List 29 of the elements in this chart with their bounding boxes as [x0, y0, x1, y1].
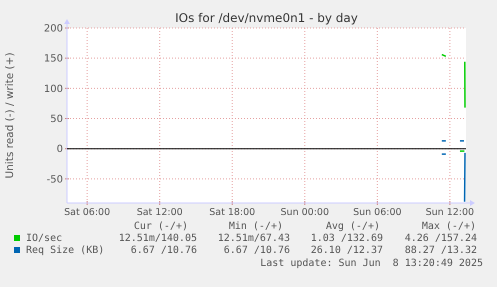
text: 26.10 /12.37: [310, 245, 383, 256]
y-tick-label: 50: [50, 114, 63, 126]
legend-label: IO/sec: [26, 233, 62, 244]
y-tick-label: 150: [44, 54, 63, 65]
legend-label: Req Size (KB): [26, 245, 104, 256]
text: Min (-/+): [228, 221, 283, 232]
text: Last update: Sun Jun 8 13:20:49 2025: [260, 258, 483, 269]
y-tick-label: -50: [46, 174, 63, 186]
x-tick-label: Sun 00:00: [280, 207, 330, 218]
chart-title: IOs for /dev/nvme0n1 - by day: [175, 11, 358, 25]
y-tick-label: 200: [44, 24, 63, 34]
x-tick-label: Sat 12:00: [136, 207, 183, 218]
x-tick-label: Sat 18:00: [209, 207, 256, 218]
text: Max (-/+): [422, 221, 476, 232]
y-axis-title: Units read (-) / write (+): [4, 52, 16, 179]
x-tick-label: Sun 06:00: [353, 207, 402, 218]
y-tick-label: 0: [56, 144, 63, 156]
text: 88.27 /13.32: [404, 245, 477, 256]
text: 4.26 /157.24: [404, 233, 477, 244]
text: 1.03 /132.69: [310, 233, 383, 244]
text: 12.51m/67.43: [218, 233, 290, 244]
text: 6.67 /10.76: [224, 245, 290, 256]
x-tick-label: Sat 06:00: [64, 207, 110, 218]
text: Avg (-/+): [326, 221, 380, 232]
y-tick-label: 100: [44, 84, 63, 95]
text: 6.67 /10.76: [130, 245, 197, 256]
x-tick-label: Sun 12:00: [426, 207, 474, 218]
text: 12.51m/140.05: [118, 233, 197, 244]
text: Cur (-/+): [134, 221, 188, 232]
